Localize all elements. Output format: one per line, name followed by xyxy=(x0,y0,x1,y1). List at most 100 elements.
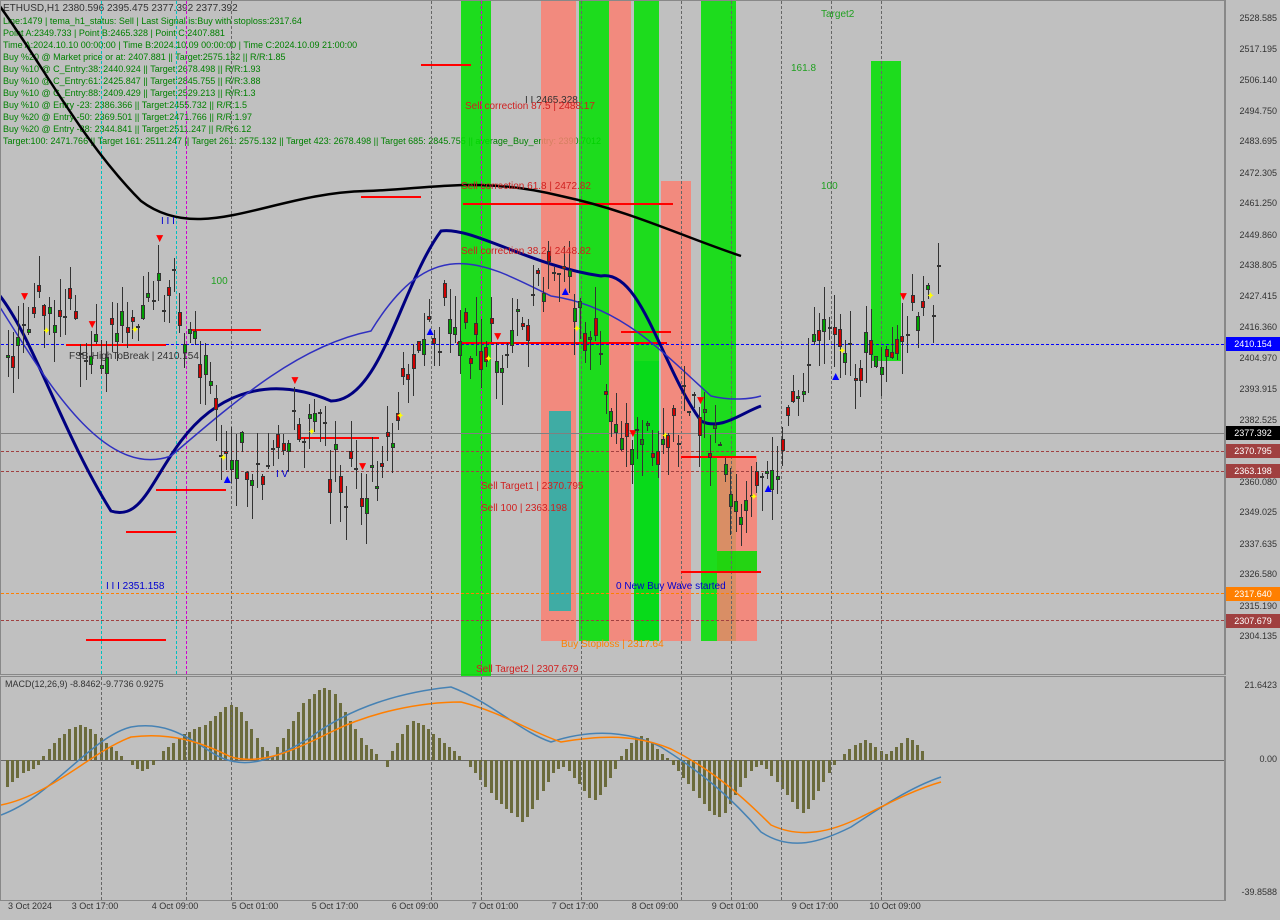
candle xyxy=(521,317,525,330)
macd-bar xyxy=(302,703,305,760)
macd-bar xyxy=(406,725,409,760)
down-arrow-marker: ▼ xyxy=(492,329,504,343)
price-marker: 2317.640 xyxy=(1226,587,1280,601)
chart-annotation: FSB-HighToBreak | 2410.154 xyxy=(69,351,199,362)
macd-bar xyxy=(401,734,404,760)
macd-grid-vertical xyxy=(581,677,582,900)
star-marker: ✦ xyxy=(396,411,404,422)
chart-annotation: I I I 2351.158 xyxy=(106,581,164,592)
candle xyxy=(724,458,728,482)
macd-bar xyxy=(791,760,794,802)
candle xyxy=(474,297,478,356)
candle xyxy=(848,311,852,375)
candle xyxy=(916,312,920,348)
candle xyxy=(188,322,192,342)
candle xyxy=(526,319,530,367)
grid-vertical xyxy=(881,1,882,674)
macd-bar xyxy=(162,751,165,760)
candle xyxy=(32,283,36,318)
star-marker: ✦ xyxy=(484,354,492,365)
candle xyxy=(380,446,384,478)
horizontal-line xyxy=(1,620,1224,621)
candle xyxy=(432,330,436,366)
candle xyxy=(614,393,618,444)
macd-grid-vertical xyxy=(481,677,482,900)
candle xyxy=(438,327,442,366)
time-tick: 8 Oct 09:00 xyxy=(632,901,679,911)
price-tick: 2483.695 xyxy=(1239,136,1277,146)
candle xyxy=(682,366,686,411)
candle xyxy=(287,440,291,472)
macd-bar xyxy=(869,743,872,761)
chart-annotation: I I I xyxy=(161,216,175,227)
price-marker: 2363.198 xyxy=(1226,464,1280,478)
time-tick: 9 Oct 01:00 xyxy=(712,901,759,911)
macd-bar xyxy=(776,760,779,782)
horizontal-line xyxy=(1,471,1224,472)
chart-annotation: Sell 100 | 2363.198 xyxy=(481,503,567,514)
macd-bar xyxy=(334,694,337,760)
candle xyxy=(370,437,374,482)
macd-bar xyxy=(339,703,342,760)
chart-title: ETHUSD,H1 2380.596 2395.475 2377.392 237… xyxy=(3,3,238,14)
macd-bar xyxy=(604,760,607,786)
macd-bar xyxy=(276,747,279,760)
candle xyxy=(906,316,910,354)
macd-bar xyxy=(417,723,420,760)
down-arrow-marker: ▼ xyxy=(289,373,301,387)
macd-bar xyxy=(172,743,175,761)
main-chart-area[interactable]: ETHUSD,H1 2380.596 2395.475 2377.392 237… xyxy=(0,0,1225,675)
macd-bar xyxy=(687,760,690,784)
candle xyxy=(854,364,858,408)
price-marker: 2370.795 xyxy=(1226,444,1280,458)
macd-bar xyxy=(526,760,529,817)
grid-vertical xyxy=(681,1,682,674)
macd-label: MACD(12,26,9) -8.8462 -9.7736 0.9275 xyxy=(5,679,164,689)
macd-bar xyxy=(843,754,846,761)
candle xyxy=(27,307,31,335)
macd-bar xyxy=(630,743,633,761)
candle xyxy=(22,303,26,353)
macd-bar xyxy=(313,694,316,760)
price-tick: 2337.635 xyxy=(1239,539,1277,549)
price-tick: 2449.860 xyxy=(1239,230,1277,240)
macd-bar xyxy=(547,760,550,782)
candle xyxy=(235,434,239,505)
macd-bar xyxy=(453,751,456,760)
chart-annotation: 161.8 xyxy=(791,63,816,74)
macd-bar xyxy=(614,760,617,769)
macd-bar xyxy=(734,760,737,795)
macd-bar xyxy=(786,760,789,795)
macd-panel[interactable]: MACD(12,26,9) -8.8462 -9.7736 0.9275 xyxy=(0,676,1225,901)
candle xyxy=(640,420,644,476)
candle xyxy=(656,431,660,479)
macd-bar xyxy=(16,760,19,778)
candle xyxy=(765,461,769,480)
price-tick: 2427.415 xyxy=(1239,291,1277,301)
short-red-line xyxy=(457,342,667,344)
macd-lines-overlay xyxy=(1,677,1226,902)
macd-bar xyxy=(848,749,851,760)
info-line: Line:1479 | tema_h1_status: Sell | Last … xyxy=(3,16,302,26)
macd-bar xyxy=(11,760,14,782)
candle xyxy=(843,340,847,375)
candle xyxy=(250,474,254,519)
macd-bar xyxy=(74,727,77,760)
candle xyxy=(822,287,826,363)
candle xyxy=(406,364,410,403)
candle xyxy=(6,330,10,377)
macd-bar xyxy=(193,729,196,760)
macd-bar xyxy=(53,743,56,761)
candle xyxy=(718,442,722,446)
macd-bar xyxy=(495,760,498,800)
candle xyxy=(713,405,717,442)
candle xyxy=(817,313,821,365)
candle xyxy=(282,434,286,455)
macd-bar xyxy=(666,758,669,760)
candle xyxy=(542,277,546,312)
macd-bar xyxy=(708,760,711,811)
macd-bar xyxy=(817,760,820,791)
price-tick: 2304.135 xyxy=(1239,631,1277,641)
candle xyxy=(178,293,182,333)
candle xyxy=(256,433,260,488)
